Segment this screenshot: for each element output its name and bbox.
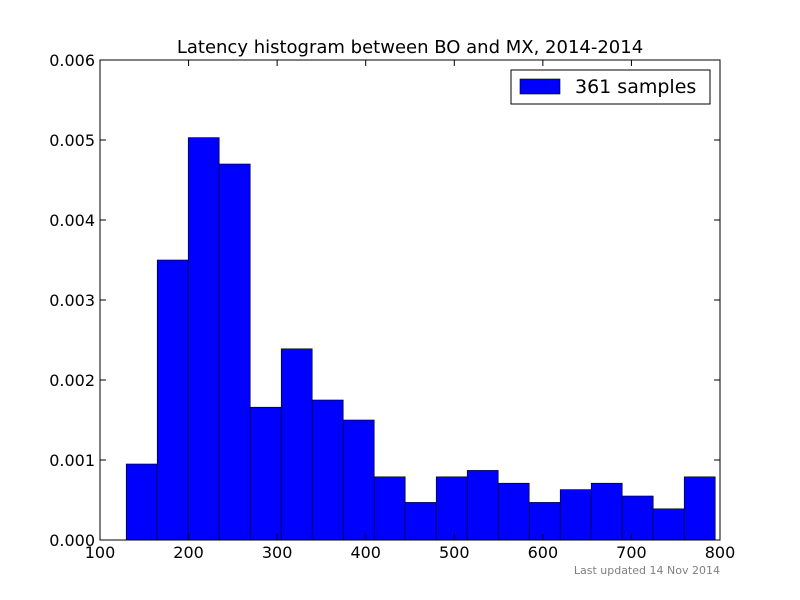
x-tick-labels: 100 200 300 400 500 600 700 800: [85, 543, 736, 562]
histogram-bar: [621, 495, 654, 541]
histogram-bar: [590, 482, 623, 541]
legend: 361 samples: [510, 69, 711, 105]
histogram-bar: [435, 476, 468, 541]
histogram-bar: [497, 482, 530, 541]
histogram-bar: [342, 419, 375, 541]
histogram-bar: [559, 489, 592, 541]
bars-group: [125, 137, 716, 541]
y-tick-label: 0.004: [49, 211, 95, 230]
x-tick-label: 800: [705, 543, 736, 562]
histogram-bar: [249, 406, 282, 541]
histogram-bar: [311, 399, 344, 541]
histogram-bar: [683, 476, 716, 541]
x-tick-label: 400: [350, 543, 381, 562]
last-updated-note: Last updated 14 Nov 2014: [574, 564, 720, 577]
x-tick-label: 100: [85, 543, 116, 562]
histogram-bar: [466, 470, 499, 541]
legend-swatch: [519, 78, 561, 95]
y-tick-label: 0.001: [49, 451, 95, 470]
histogram-bar: [528, 502, 561, 541]
y-tick-label: 0.006: [49, 51, 95, 70]
legend-label: 361 samples: [575, 76, 696, 98]
y-tick-label: 0.002: [49, 371, 95, 390]
histogram-bar: [125, 463, 158, 541]
histogram-bar: [373, 476, 406, 541]
chart-title: Latency histogram between BO and MX, 201…: [177, 37, 643, 58]
x-tick-label: 500: [439, 543, 470, 562]
histogram-bar: [156, 259, 189, 541]
y-tick-labels: 0.000 0.001 0.002 0.003 0.004 0.005 0.006: [49, 51, 95, 550]
y-tick-label: 0.003: [49, 291, 95, 310]
y-tick-label: 0.005: [49, 131, 95, 150]
histogram-bar: [187, 137, 220, 541]
histogram-bar: [280, 348, 313, 541]
histogram-bar: [652, 508, 685, 541]
histogram-bar: [218, 163, 251, 541]
x-tick-label: 300: [262, 543, 293, 562]
x-tick-label: 600: [528, 543, 559, 562]
x-tick-label: 200: [173, 543, 204, 562]
y-tick-label: 0.000: [49, 531, 95, 550]
histogram-bar: [404, 502, 437, 541]
plot-frame: [99, 59, 721, 541]
x-tick-label: 700: [616, 543, 647, 562]
